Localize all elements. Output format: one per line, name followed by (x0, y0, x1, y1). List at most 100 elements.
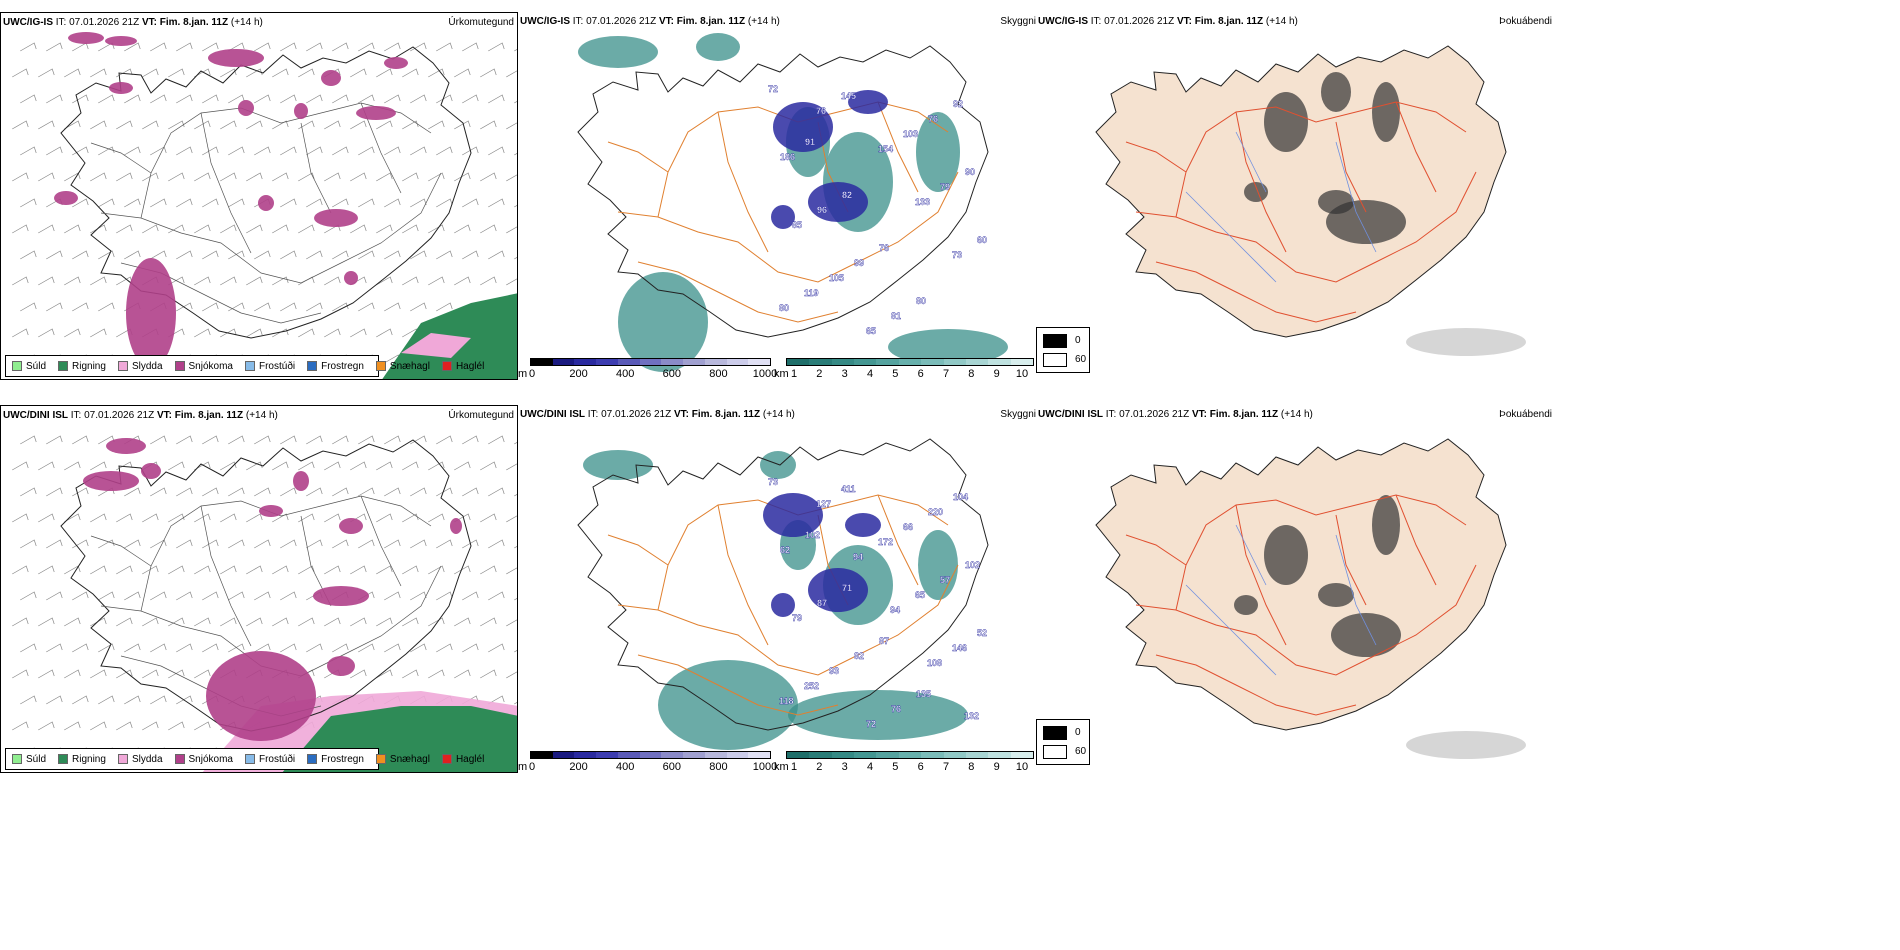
wind-barb (506, 671, 517, 679)
wind-barb (254, 643, 271, 653)
river-line (1235, 524, 1267, 586)
colorbar-tick-label: 8 (968, 761, 975, 773)
legend-swatch (244, 754, 255, 764)
wind-barb (12, 120, 29, 130)
wind-barb (20, 539, 37, 549)
fog-area (1331, 613, 1401, 657)
fog-area (1318, 583, 1354, 607)
colorbar-scale (786, 751, 1034, 759)
wind-barb (176, 250, 193, 260)
wind-barb (358, 198, 375, 208)
wind-barb (306, 643, 323, 653)
wind-barb (402, 172, 419, 182)
wind-barb (376, 617, 393, 627)
fog-area (1321, 72, 1351, 112)
wind-barb (306, 539, 323, 549)
wind-barb (38, 276, 55, 286)
low-visibility-area (696, 33, 740, 61)
wind-barb (12, 461, 29, 471)
wind-barb (220, 513, 237, 523)
wind-barb (124, 591, 141, 601)
low-visibility-area (578, 36, 658, 68)
wind-barb (90, 172, 107, 182)
road-line (1235, 111, 1287, 253)
wind-barb (46, 94, 63, 104)
wind-barb (350, 224, 367, 234)
wind-barb (272, 617, 289, 627)
road-line (300, 122, 332, 214)
wind-barb (46, 250, 63, 260)
wind-barb (90, 721, 107, 731)
wind-barb (376, 461, 393, 471)
ceiling-value-label: 82 (854, 651, 864, 661)
road-line (877, 494, 919, 586)
wind-barb (454, 669, 471, 679)
wind-barb (254, 42, 271, 52)
wind-barb (254, 539, 271, 549)
wind-barb (436, 94, 453, 104)
precip-type-map (12, 435, 517, 772)
wind-barb (462, 250, 479, 260)
wind-barb (324, 120, 341, 130)
wind-barb (488, 695, 505, 705)
wind-barb (358, 42, 375, 52)
legend-item: Snæhagl (375, 754, 430, 765)
wind-barb (124, 643, 141, 653)
wind-barb (436, 250, 453, 260)
wind-barb (72, 539, 89, 549)
wind-barb (202, 198, 219, 208)
ceiling-value-label: 82 (842, 190, 852, 200)
legend-item: Slydda (117, 361, 163, 372)
legend-item: Snjókoma (174, 361, 233, 372)
wind-barb (410, 146, 427, 156)
road-line (617, 171, 959, 283)
legend-swatch (441, 754, 452, 764)
legend-label: Frostúði (258, 360, 296, 372)
wind-barb (332, 435, 349, 445)
legend-item: Slydda (117, 754, 163, 765)
wind-barb (358, 539, 375, 549)
colorbar-tick-label: 6 (917, 368, 924, 380)
wind-barb (454, 276, 471, 286)
colorbar-tick-label: 600 (662, 368, 681, 380)
wind-barb (506, 463, 517, 471)
top-precip-type-panel: UWC/IG-IS IT: 07.01.2026 21Z VT: Fim. 8.… (0, 12, 518, 380)
wind-barb (272, 172, 289, 182)
wind-barb (280, 302, 297, 312)
wind-barb (428, 120, 445, 130)
coastline (60, 439, 472, 732)
coastline (60, 46, 472, 339)
colorbar-tick-label: 10 (1015, 368, 1029, 380)
wind-barb (384, 42, 401, 52)
ceiling-value-label: 91 (805, 137, 815, 147)
wind-barb (402, 224, 419, 234)
wind-barb (488, 435, 505, 445)
wind-barb (228, 539, 245, 549)
wind-barb (202, 539, 219, 549)
ceiling-value-label: 71 (842, 583, 852, 593)
ceiling-value-label: 94 (890, 605, 900, 615)
legend-item: Haglél (441, 361, 484, 372)
wind-barb (220, 276, 237, 286)
road-line (717, 111, 769, 253)
colorbar-tick-label: 8 (968, 368, 975, 380)
legend-item: Rigning (58, 361, 106, 372)
legend-swatch (117, 361, 128, 371)
precip-type-legend: Súld Rigning Slydda Snjókoma Frostúði Frostre… (5, 748, 484, 770)
road-line (607, 534, 669, 566)
ceiling-value-label: 73 (952, 250, 962, 260)
road-line (140, 102, 432, 219)
wind-barb (384, 250, 401, 260)
wind-barb (220, 68, 237, 78)
panel-title: UWC/IG-IS IT: 07.01.2026 21Z VT: Fim. 8.… (520, 16, 780, 27)
wind-barb (306, 42, 323, 52)
wind-barb (350, 68, 367, 78)
legend-label: Frostregn (321, 753, 364, 765)
wind-barb (38, 172, 55, 182)
wind-barb (454, 224, 471, 234)
wind-barb (324, 461, 341, 471)
colorbar-scale (786, 358, 1034, 366)
wind-barb (324, 328, 341, 338)
wind-barb (480, 669, 497, 679)
wind-barb (480, 617, 497, 627)
